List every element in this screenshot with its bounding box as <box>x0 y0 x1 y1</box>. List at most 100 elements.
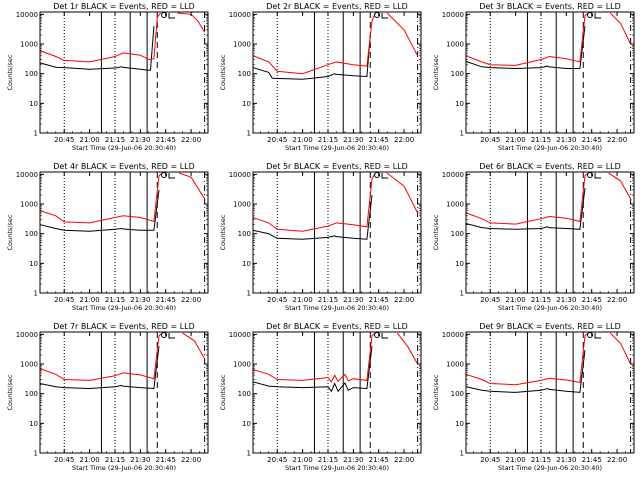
x-tick-label: 21:45 <box>156 456 176 464</box>
lld-series-line <box>179 172 206 200</box>
y-tick-label: 1000 <box>233 201 251 209</box>
lld-series-line <box>182 332 206 360</box>
y-tick-label: 1 <box>460 290 464 298</box>
y-tick-label: 1000 <box>20 201 38 209</box>
x-tick-label: 21:15 <box>318 136 338 144</box>
y-tick-label: 10000 <box>16 11 38 19</box>
x-tick-label: 21:00 <box>80 136 100 144</box>
x-axis-label: Start Time (29-Jun-06 20:30:40) <box>285 144 389 152</box>
x-tick-label: 21:15 <box>105 456 125 464</box>
x-tick-label: 21:45 <box>156 136 176 144</box>
x-tick-label: 21:45 <box>369 136 389 144</box>
y-tick-label: 10000 <box>16 171 38 179</box>
x-tick-label: 21:15 <box>318 456 338 464</box>
y-tick-label: 10000 <box>442 171 464 179</box>
x-tick-label: 21:15 <box>531 456 551 464</box>
y-tick-label: 10 <box>455 420 464 428</box>
y-tick-label: 100 <box>451 390 464 398</box>
plot-title: Det 6r BLACK = Events, RED = LLD <box>479 162 621 171</box>
x-tick-label: 20:45 <box>267 296 287 304</box>
y-axis-label: Counts/sec <box>432 374 440 410</box>
y-tick-label: 100 <box>25 390 38 398</box>
plot-title: Det 3r BLACK = Events, RED = LLD <box>479 2 621 11</box>
plot-frame <box>252 331 422 454</box>
lld-series-line <box>608 172 632 200</box>
x-axis-label: Start Time (29-Jun-06 20:30:40) <box>72 304 176 312</box>
x-tick-label: 21:30 <box>130 136 150 144</box>
y-tick-label: 1 <box>460 130 464 138</box>
x-tick-label: 21:45 <box>156 296 176 304</box>
x-tick-label: 21:15 <box>531 136 551 144</box>
y-tick-label: 10 <box>29 420 38 428</box>
lld-series-line <box>609 12 632 45</box>
x-tick-label: 20:45 <box>54 136 74 144</box>
y-tick-label: 10000 <box>229 11 251 19</box>
y-tick-label: 1000 <box>233 361 251 369</box>
y-tick-label: 10 <box>242 420 251 428</box>
plot-frame <box>39 11 209 134</box>
y-tick-label: 1 <box>247 130 251 138</box>
y-axis-label: Counts/sec <box>432 54 440 90</box>
y-axis-label: Counts/sec <box>6 374 14 410</box>
y-tick-label: 10 <box>29 260 38 268</box>
plot-frame <box>252 171 422 294</box>
y-tick-label: 10000 <box>16 331 38 339</box>
plot-frame <box>39 331 209 454</box>
x-tick-label: 21:45 <box>369 296 389 304</box>
x-tick-label: 22:00 <box>181 456 201 464</box>
lld-series-line <box>39 12 161 63</box>
x-tick-label: 21:30 <box>343 456 363 464</box>
lld-series-line <box>252 172 376 232</box>
x-tick-label: 20:45 <box>480 456 500 464</box>
events-series-line <box>252 35 371 80</box>
x-tick-label: 22:00 <box>181 136 201 144</box>
y-tick-label: 10 <box>455 100 464 108</box>
y-tick-label: 10 <box>242 100 251 108</box>
x-tick-label: 21:00 <box>506 136 526 144</box>
x-tick-label: 21:30 <box>343 136 363 144</box>
l-marker <box>594 173 602 179</box>
plot-frame <box>465 171 635 294</box>
events-series-line <box>252 346 373 393</box>
l-marker <box>594 13 602 19</box>
x-tick-label: 20:45 <box>54 296 74 304</box>
x-tick-label: 21:00 <box>293 296 313 304</box>
plot-title: Det 7r BLACK = Events, RED = LLD <box>53 322 195 331</box>
x-tick-label: 21:00 <box>80 296 100 304</box>
events-series-line <box>465 26 586 70</box>
plot-det-2r: Det 2r BLACK = Events, RED = LLD 1 10 100 10… <box>219 2 422 152</box>
events-series-line <box>39 26 155 71</box>
x-tick-label: 20:45 <box>480 296 500 304</box>
y-axis-label: Counts/sec <box>219 54 227 90</box>
x-tick-label: 22:00 <box>607 456 627 464</box>
lld-series-line <box>396 332 419 365</box>
y-tick-label: 1 <box>34 450 38 458</box>
y-tick-label: 10000 <box>442 11 464 19</box>
plot-frame <box>465 11 635 134</box>
x-axis-label: Start Time (29-Jun-06 20:30:40) <box>498 144 602 152</box>
plot-title: Det 9r BLACK = Events, RED = LLD <box>479 322 621 331</box>
l-marker <box>381 173 389 179</box>
y-axis-label: Counts/sec <box>219 214 227 250</box>
y-tick-label: 1000 <box>20 361 38 369</box>
x-tick-label: 20:45 <box>267 456 287 464</box>
x-axis-label: Start Time (29-Jun-06 20:30:40) <box>72 144 176 152</box>
x-tick-label: 22:00 <box>394 456 414 464</box>
plot-det-7r: Det 7r BLACK = Events, RED = LLD 1 10 100 10… <box>6 322 209 472</box>
y-axis-label: Counts/sec <box>219 374 227 410</box>
events-series-line <box>39 189 160 232</box>
x-tick-label: 21:00 <box>293 456 313 464</box>
lld-series-line <box>252 332 376 383</box>
x-tick-label: 20:45 <box>54 456 74 464</box>
y-tick-label: 10 <box>242 260 251 268</box>
x-tick-label: 21:45 <box>582 456 602 464</box>
x-tick-label: 21:45 <box>582 136 602 144</box>
plot-det-6r: Det 6r BLACK = Events, RED = LLD 1 10 100 10… <box>432 162 635 312</box>
l-marker <box>168 333 176 339</box>
x-axis-label: Start Time (29-Jun-06 20:30:40) <box>285 304 389 312</box>
x-tick-label: 20:45 <box>480 136 500 144</box>
y-tick-label: 1 <box>247 450 251 458</box>
plot-det-4r: Det 4r BLACK = Events, RED = LLD 1 10 100 10… <box>6 162 209 312</box>
x-axis-label: Start Time (29-Jun-06 20:30:40) <box>72 464 176 472</box>
